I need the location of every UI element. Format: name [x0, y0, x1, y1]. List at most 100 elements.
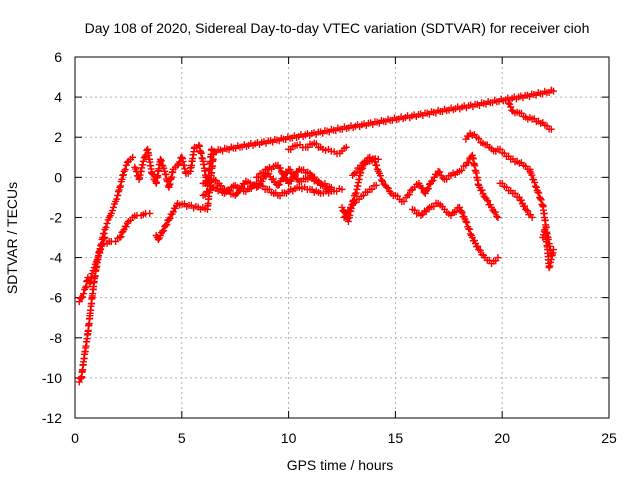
- point-evening-cluster-seg8-2: [460, 162, 468, 170]
- point-evening-upper-seg4-2: [490, 147, 498, 155]
- point-afternoon-cluster-seg8-2: [376, 172, 384, 180]
- point-afternoon-lower-seg1-3: [351, 198, 359, 206]
- point-early-steep-rise-seg19-2: [117, 178, 125, 186]
- point-early-steep-rise-seg16-1: [111, 200, 119, 208]
- point-daytime-band-c-seg3-7: [294, 167, 302, 175]
- point-evening-cluster-seg6-2: [445, 172, 453, 180]
- point-evening-cluster-seg4-1: [429, 176, 437, 184]
- x-tick-label: 25: [601, 430, 617, 446]
- point-evening-lower-seg0-3: [415, 209, 423, 217]
- y-tick-label: 0: [54, 169, 62, 185]
- point-early-upper-branch-seg2-1: [81, 285, 89, 293]
- point-early-steep-rise-16: [109, 203, 117, 211]
- y-tick-label: -4: [50, 250, 63, 266]
- point-afternoon-lower-0: [340, 213, 348, 221]
- point-evening-lower-seg9-3: [480, 251, 488, 259]
- point-daytime-band-c-seg5-4: [312, 177, 320, 185]
- point-evening-cluster-seg3-4: [426, 180, 434, 188]
- point-daytime-band-b-seg3-1: [233, 190, 241, 198]
- point-evening-cluster-seg12-2: [484, 197, 492, 205]
- y-tick-label: -8: [50, 330, 63, 346]
- point-daytime-band-b-seg2-2: [225, 187, 233, 195]
- point-early-steep-rise-seg2-5: [81, 347, 89, 355]
- point-evening-lower-seg10-2: [485, 256, 493, 264]
- point-early-upper-branch-seg6-1: [89, 267, 97, 275]
- point-evening-cluster-seg5-3: [439, 174, 447, 182]
- point-evening-lower-seg6-6: [461, 215, 469, 223]
- point-evening-lower-seg4-2: [445, 210, 453, 218]
- point-afternoon-lower-seg3-2: [364, 188, 372, 196]
- y-tick-label: 4: [54, 89, 62, 105]
- point-late-drop-seg0-6: [531, 182, 539, 190]
- x-tick-label: 20: [494, 430, 510, 446]
- point-night-upper-seg3-2: [517, 159, 525, 167]
- point-evening-cluster-seg1-2: [413, 180, 421, 188]
- point-isolated-points-seg2-8: [165, 216, 173, 224]
- point-arch-near-11h-seg3-3: [317, 143, 325, 151]
- point-afternoon-cluster-seg8-3: [378, 176, 386, 184]
- x-axis-label: GPS time / hours: [287, 457, 394, 473]
- point-early-lower-branch-seg8-1: [139, 211, 147, 219]
- point-daytime-band-c-seg0-1: [254, 173, 262, 181]
- point-early-steep-rise-seg19-1: [117, 182, 125, 190]
- point-daytime-band-b-seg7-1: [275, 181, 283, 189]
- point-daytime-band-c-seg0-4: [260, 169, 268, 177]
- point-isolated-points-seg2-6: [163, 221, 171, 229]
- point-evening-cluster-14: [494, 213, 502, 221]
- point-daytime-band-c-seg2-5: [280, 170, 288, 178]
- point-daytime-band-b-seg8-6: [294, 176, 302, 184]
- point-evening-lower-seg7-6: [467, 231, 475, 239]
- point-night-upper-seg2-2: [511, 158, 519, 166]
- data-points: [75, 86, 557, 386]
- point-afternoon-upper-seg1-4: [364, 154, 372, 162]
- point-early-lower-branch-seg5-1: [127, 216, 135, 224]
- point-early-upper-branch-9: [97, 246, 105, 254]
- point-evening-upper-seg2-1: [475, 135, 483, 143]
- point-early-upper-branch-7: [90, 264, 98, 272]
- y-axis-label: SDTVAR / TECUs: [4, 182, 20, 294]
- point-night-lower-seg2-1: [511, 189, 519, 197]
- point-evening-lower-seg1-4: [424, 205, 432, 213]
- point-daytime-band-c-seg2-7: [282, 175, 290, 183]
- point-daytime-band-c-seg5-3: [311, 173, 319, 181]
- point-isolated-points-seg2-9: [166, 214, 174, 222]
- point-late-drop-1: [532, 183, 540, 191]
- point-afternoon-cluster-seg2-4: [352, 189, 360, 197]
- point-evening-upper-seg3-2: [483, 141, 491, 149]
- point-evening-lower-seg3-2: [438, 203, 446, 211]
- point-early-steep-rise-seg20-2: [119, 171, 127, 179]
- point-afternoon-cluster-seg7-4: [373, 165, 381, 173]
- point-afternoon-lower-seg2-2: [357, 192, 365, 200]
- y-tick-label: -10: [42, 370, 62, 386]
- point-early-steep-rise-22: [122, 161, 130, 169]
- point-evening-cluster-seg13-4: [493, 212, 501, 220]
- point-early-steep-rise-seg21-1: [121, 166, 129, 174]
- point-mid-morning-cluster-seg6-4: [160, 164, 168, 172]
- point-late-upper-band-seg2-2: [520, 112, 528, 120]
- point-evening-cluster-seg7-3: [453, 168, 461, 176]
- point-early-upper-branch-seg5-3: [88, 273, 96, 281]
- point-daytime-band-a-seg6-4: [272, 189, 280, 197]
- point-evening-cluster-seg0-3: [407, 186, 415, 194]
- point-evening-lower-seg7-4: [466, 225, 474, 233]
- point-early-steep-rise-seg1-6: [79, 361, 87, 369]
- point-afternoon-cluster-seg7-3: [373, 161, 381, 169]
- point-end-points-seg0-2: [540, 227, 548, 235]
- plot-frame: [74, 56, 610, 419]
- point-late-upper-band-seg4-2: [532, 118, 540, 126]
- point-daytime-band-b-seg8-1: [286, 166, 294, 174]
- point-night-lower-seg3-2: [517, 196, 525, 204]
- point-early-upper-branch-seg9-4: [100, 235, 108, 243]
- point-late-drop-seg1-2: [534, 188, 542, 196]
- point-arch-near-11h-seg0-3: [291, 142, 299, 150]
- point-afternoon-cluster-seg12-1: [394, 192, 402, 200]
- point-late-upper-band-seg6-2: [545, 125, 553, 133]
- point-early-steep-rise-seg13-1: [104, 216, 112, 224]
- point-evening-upper-seg2-2: [477, 139, 485, 147]
- point-daytime-band-c-seg3-5: [291, 172, 299, 180]
- point-afternoon-lower-seg4-2: [370, 182, 378, 190]
- point-night-lower-seg3-5: [521, 202, 529, 210]
- point-early-steep-rise-seg17-1: [113, 195, 121, 203]
